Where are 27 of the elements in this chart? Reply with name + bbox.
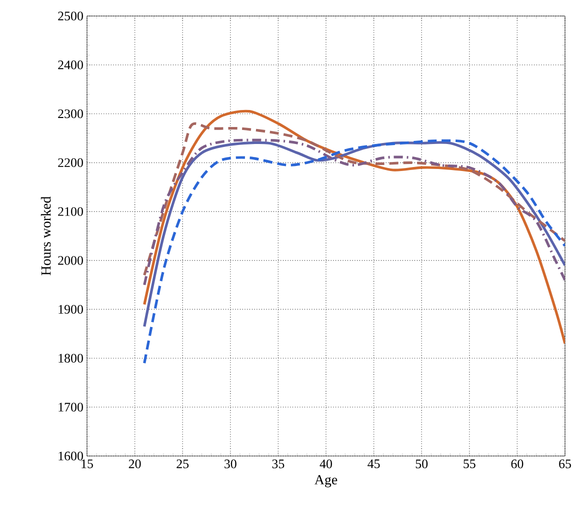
y-tick-label: 1700 xyxy=(58,402,83,412)
x-tick-label: 55 xyxy=(464,460,476,468)
y-tick-label: 1600 xyxy=(58,452,83,460)
y-axis-title: Hours worked xyxy=(40,196,51,276)
x-tick-label: 45 xyxy=(368,460,380,468)
x-tick-label: 15 xyxy=(82,460,93,468)
x-tick-label: 25 xyxy=(176,460,189,468)
line-series xyxy=(143,138,566,286)
y-tick-label: 2300 xyxy=(58,109,83,118)
x-tick-label: 20 xyxy=(128,460,141,468)
x-tick-label: 65 xyxy=(559,460,571,468)
x-axis-title: Age xyxy=(314,475,338,488)
line-series xyxy=(143,139,566,364)
y-tick-label: 2500 xyxy=(58,12,83,20)
y-tick-label: 1800 xyxy=(58,354,83,363)
x-tick-label: 30 xyxy=(224,460,236,468)
y-tick-label: 1900 xyxy=(58,304,83,314)
x-tick-label: 60 xyxy=(511,460,524,468)
x-tick-label: 50 xyxy=(416,460,428,468)
y-tick-label: 2000 xyxy=(58,256,83,265)
y-tick-label: 2100 xyxy=(58,207,83,216)
y-tick-label: 2400 xyxy=(58,60,83,70)
line-series xyxy=(143,141,566,328)
x-tick-label: 40 xyxy=(320,460,332,468)
y-tick-label: 2200 xyxy=(58,158,83,168)
line-series xyxy=(143,122,566,276)
x-tick-label: 35 xyxy=(272,460,284,468)
